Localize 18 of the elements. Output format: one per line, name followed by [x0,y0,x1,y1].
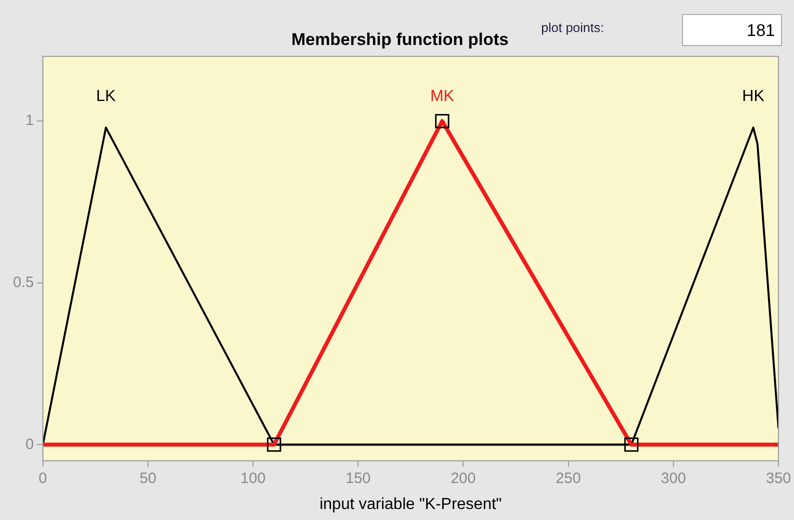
text: plot points: [541,20,604,35]
series-label: MK [430,88,455,105]
y-tick-label: 0.5 [12,274,34,292]
text-field: 181 [682,14,782,46]
x-tick-label: 0 [38,470,48,487]
x-tick-label: 200 [450,470,476,487]
y-tick-label: 1 [26,112,34,130]
series-label: LK [96,88,116,105]
x-axis-title: input variable "K-Present" [320,496,502,513]
x-tick-label: 250 [556,470,581,487]
x-tick-label: 300 [660,470,686,487]
x-tick-label: 100 [240,470,266,487]
series-label: HK [742,88,765,105]
y-tick-label: 0 [26,436,34,453]
chart-title: Membership function plots [291,30,509,49]
x-tick-label: 50 [140,470,156,487]
x-tick-label: 150 [346,470,371,487]
x-tick-label: 350 [766,470,791,487]
